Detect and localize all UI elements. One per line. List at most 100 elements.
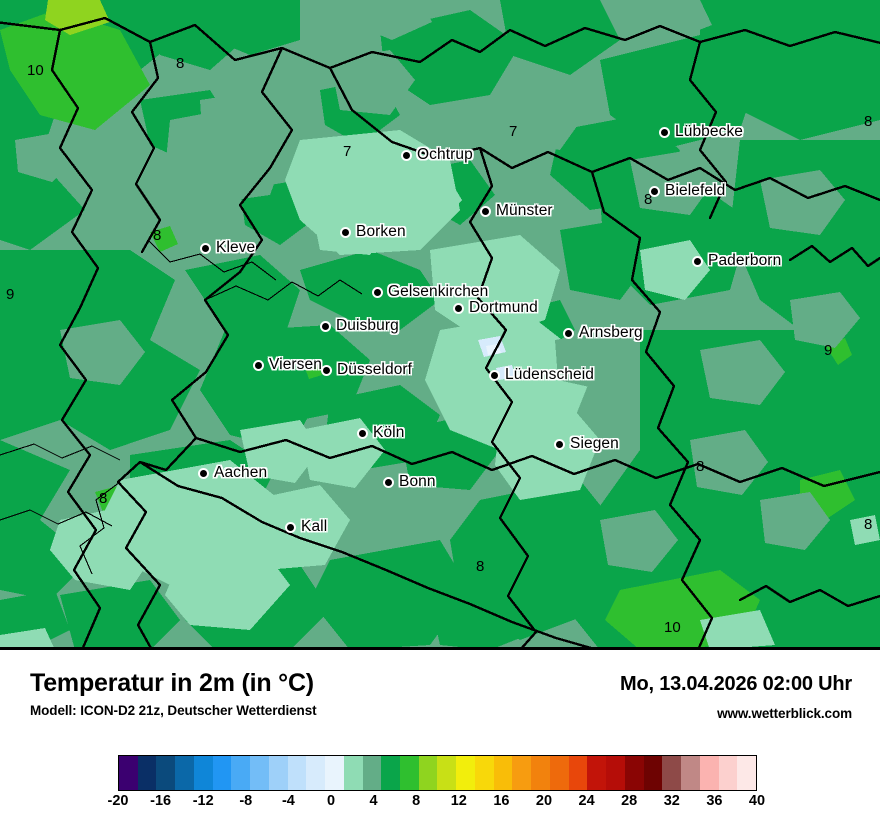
legend-swatch-1 — [137, 756, 157, 790]
city-marker-dusseldorf[interactable]: Düsseldorf — [321, 361, 412, 379]
legend-swatch-23 — [549, 756, 569, 790]
city-dot — [285, 521, 296, 533]
legend-tick-32: 32 — [663, 793, 680, 809]
city-marker-bonn[interactable]: Bonn — [383, 473, 436, 491]
legend-swatch-29 — [662, 756, 682, 790]
city-marker-arnsberg[interactable]: Arnsberg — [563, 324, 643, 342]
legend-swatch-2 — [156, 756, 176, 790]
city-marker-borken[interactable]: Borken — [340, 223, 406, 241]
city-label: Gelsenkirchen — [388, 283, 489, 300]
legend-tick-40: 40 — [748, 793, 766, 809]
city-marker-ochtrup[interactable]: Ochtrup — [401, 146, 473, 164]
city-label: Aachen — [214, 464, 268, 481]
meta-block: Mo, 13.04.2026 02:00 Uhr www.wetterblick… — [620, 673, 852, 721]
city-dot — [453, 302, 464, 314]
legend-swatch-11 — [325, 756, 344, 790]
city-label: Borken — [356, 223, 406, 240]
city-label: Bonn — [399, 473, 436, 490]
legend-swatch-0 — [119, 756, 138, 790]
map-raster — [0, 0, 880, 647]
legend-tick-labels: -20 -16 -12 -8 -4 0 4 8 12 16 20 24 28 32 36 40 — [108, 793, 766, 815]
city-marker-kleve[interactable]: Kleve — [200, 239, 255, 257]
legend-tick--16: -16 — [150, 793, 172, 809]
city-dot — [401, 149, 412, 161]
city-marker-kall[interactable]: Kall — [285, 518, 327, 536]
legend-swatch-33 — [737, 756, 756, 790]
city-label: Dortmund — [469, 299, 538, 316]
city-marker-viersen[interactable]: Viersen — [253, 356, 322, 374]
city-dot — [321, 364, 332, 376]
city-label: Siegen — [570, 435, 619, 452]
city-dot — [357, 427, 368, 439]
legend-swatch-8 — [268, 756, 288, 790]
legend-swatch-18 — [456, 756, 475, 790]
legend-swatch-5 — [212, 756, 232, 790]
city-dot — [383, 476, 394, 488]
legend-swatch-14 — [381, 756, 401, 790]
city-dot — [659, 126, 670, 138]
city-marker-aachen[interactable]: Aachen — [198, 464, 267, 482]
legend-swatch-25 — [587, 756, 607, 790]
city-marker-duisburg[interactable]: Duisburg — [320, 317, 399, 335]
city-dot — [649, 185, 660, 197]
city-label: Köln — [373, 424, 405, 441]
legend-tick--8: -8 — [239, 793, 253, 809]
title-block: Temperatur in 2m (in °C) Modell: ICON-D2… — [30, 669, 317, 719]
city-dot — [340, 226, 351, 238]
legend-swatch-17 — [437, 756, 457, 790]
city-dot — [198, 467, 209, 479]
legend-swatch-32 — [718, 756, 738, 790]
city-marker-siegen[interactable]: Siegen — [554, 435, 619, 453]
legend-swatch-6 — [231, 756, 251, 790]
legend-tick-8: 8 — [412, 793, 421, 809]
city-marker-gelsenkirchen[interactable]: Gelsenkirchen — [372, 283, 488, 301]
legend-swatch-27 — [624, 756, 644, 790]
footer: Temperatur in 2m (in °C) Modell: ICON-D2… — [0, 650, 880, 830]
city-marker-bielefeld[interactable]: Bielefeld — [649, 182, 725, 200]
legend-tick-36: 36 — [706, 793, 723, 809]
legend-tick-28: 28 — [621, 793, 638, 809]
city-marker-paderborn[interactable]: Paderborn — [692, 252, 781, 270]
legend-swatch-24 — [568, 756, 588, 790]
city-dot — [489, 369, 500, 381]
legend-color-bar — [118, 755, 757, 791]
city-marker-koln[interactable]: Köln — [357, 424, 404, 442]
city-dot — [480, 205, 491, 217]
city-marker-dortmund[interactable]: Dortmund — [453, 299, 538, 317]
legend-swatch-7 — [250, 756, 269, 790]
legend-swatch-9 — [287, 756, 307, 790]
legend-swatch-30 — [681, 756, 700, 790]
legend-tick-20: 20 — [535, 793, 553, 809]
city-marker-munster[interactable]: Münster — [480, 202, 553, 220]
page-title: Temperatur in 2m (in °C) — [30, 669, 314, 697]
city-dot — [692, 255, 703, 267]
city-dot — [253, 359, 264, 371]
city-dot — [320, 320, 331, 332]
legend-tick-0: 0 — [326, 793, 336, 809]
city-dot — [554, 438, 565, 450]
legend-swatch-12 — [343, 756, 363, 790]
city-dot — [200, 242, 211, 254]
legend-tick--12: -12 — [192, 793, 214, 809]
legend-swatch-26 — [606, 756, 625, 790]
city-label: Münster — [496, 202, 553, 219]
site-url: www.wetterblick.com — [717, 706, 852, 721]
city-label: Bielefeld — [665, 182, 726, 199]
model-subtitle: Modell: ICON-D2 21z, Deutscher Wetterdie… — [30, 703, 317, 719]
legend-swatch-22 — [531, 756, 550, 790]
city-label: Arnsberg — [579, 324, 643, 341]
legend-swatch-31 — [699, 756, 719, 790]
city-marker-ludenscheid[interactable]: Lüdenscheid — [489, 366, 594, 384]
city-dot — [563, 327, 574, 339]
city-dot — [372, 286, 383, 298]
city-marker-lubbecke[interactable]: Lübbecke — [659, 123, 743, 141]
legend-swatch-3 — [175, 756, 194, 790]
legend-tick-4: 4 — [369, 793, 378, 809]
legend-tick-16: 16 — [493, 793, 510, 809]
legend-swatch-10 — [306, 756, 326, 790]
city-label: Kall — [301, 518, 328, 535]
temperature-map[interactable]: 10 8 8 7 7 8 8 9 9 8 8 8 8 10 Lübbecke B… — [0, 0, 880, 650]
city-label: Lüdenscheid — [505, 366, 595, 383]
legend-swatch-19 — [474, 756, 494, 790]
